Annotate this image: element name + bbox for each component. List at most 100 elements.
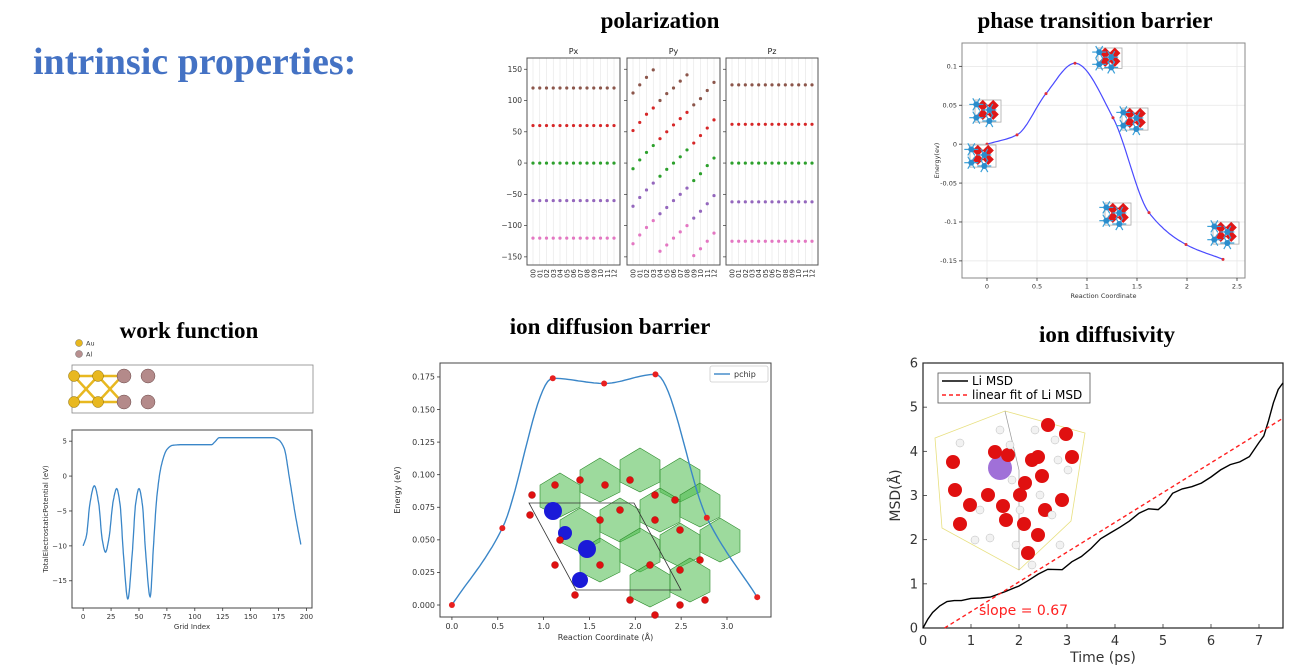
h-atom-icon xyxy=(1027,560,1037,570)
legend-box xyxy=(937,372,1091,404)
data-point xyxy=(757,161,761,165)
x-axis-label: Reaction Coordinate xyxy=(1071,292,1137,300)
structure-snapshot xyxy=(1116,106,1149,136)
data-point xyxy=(544,236,549,240)
data-point xyxy=(644,188,649,192)
x-tick-label: 09 xyxy=(690,269,698,278)
slab-structure xyxy=(68,364,314,414)
h-atom-icon xyxy=(1063,465,1073,475)
y-tick-label: 0 xyxy=(517,159,522,168)
structure-snapshot xyxy=(1099,201,1132,231)
data-point xyxy=(678,79,682,83)
data-point xyxy=(685,224,689,228)
legend-box xyxy=(709,365,769,383)
atom-icon xyxy=(986,106,993,113)
h-atom-icon xyxy=(1047,510,1057,520)
data-point xyxy=(797,161,801,165)
y-tick-label: 0.1 xyxy=(947,63,957,71)
data-point xyxy=(571,198,576,203)
data-point xyxy=(692,178,696,183)
x-tick-label: 10 xyxy=(597,269,605,278)
o-atom-icon xyxy=(953,517,967,531)
x-tick-label: 11 xyxy=(704,269,712,278)
data-point xyxy=(737,122,741,126)
data-point xyxy=(551,123,555,128)
data-point xyxy=(803,122,807,126)
plot-frame xyxy=(961,42,1246,279)
x-axis-label: Reaction Coordinate (Å) xyxy=(558,631,653,642)
data-point xyxy=(585,161,589,165)
y-tick-label: -0.15 xyxy=(940,257,957,265)
data-point xyxy=(698,133,703,138)
x-tick-label: 02 xyxy=(643,269,651,278)
h-atom-icon xyxy=(1055,540,1065,550)
data-point xyxy=(592,198,596,203)
x-tick-label: 01 xyxy=(735,269,743,278)
data-point xyxy=(538,161,542,165)
y-tick-label: 0.150 xyxy=(412,405,435,414)
data-point xyxy=(531,236,535,240)
data-point xyxy=(612,198,616,203)
ion-diffusion-title: ion diffusion barrier xyxy=(509,314,711,339)
cell-box xyxy=(71,364,314,414)
slope-annotation: slope = 0.67 xyxy=(979,603,1068,619)
legend: pchip xyxy=(709,365,769,383)
structure-snapshot xyxy=(964,143,997,173)
o-atom-icon xyxy=(551,561,559,569)
o-atom-icon xyxy=(671,496,679,504)
atom-icon xyxy=(968,159,975,166)
x-tick-label: 2 xyxy=(1185,283,1189,291)
data-point xyxy=(644,112,649,116)
y-tick-label: 0.000 xyxy=(412,601,435,610)
y-tick-label: 0.075 xyxy=(412,503,435,512)
legend-label: Li MSD xyxy=(972,374,1013,388)
data-point xyxy=(565,198,569,203)
y-tick-label: 0 xyxy=(953,140,957,148)
octahedron-icon xyxy=(679,482,721,528)
data-point xyxy=(551,161,555,165)
data-point xyxy=(810,83,814,87)
slide-heading: intrinsic properties: xyxy=(33,41,357,83)
x-tick-label: 06 xyxy=(570,268,578,277)
data-point xyxy=(797,83,801,87)
x-tick-label: 04 xyxy=(755,268,763,277)
data-point xyxy=(777,122,781,126)
data-point xyxy=(612,236,616,240)
x-tick-label: 100 xyxy=(188,613,201,621)
atom-icon xyxy=(981,151,988,158)
atom-icon xyxy=(973,114,980,121)
x-tick-label: 08 xyxy=(584,269,592,278)
y-tick-label: 0.175 xyxy=(412,373,435,382)
data-point xyxy=(803,83,807,87)
structure-snapshot xyxy=(1207,220,1240,250)
atom-icon xyxy=(1211,223,1218,230)
data-point xyxy=(605,123,609,128)
data-point xyxy=(651,218,655,223)
y-tick-label: 4 xyxy=(910,445,918,460)
molecule-inset xyxy=(934,410,1086,571)
atom-icon xyxy=(1211,236,1218,243)
data-point xyxy=(705,163,709,168)
data-point xyxy=(803,200,807,204)
y-tick-label: −100 xyxy=(501,221,522,230)
data-point xyxy=(757,200,761,204)
x-tick-label: 12 xyxy=(809,269,817,278)
data-point xyxy=(797,122,801,126)
polarization-title: polarization xyxy=(600,8,720,33)
atom-icon xyxy=(1108,64,1115,71)
data-point xyxy=(698,172,703,176)
y-tick-label: 0.100 xyxy=(412,470,435,479)
data-point xyxy=(757,122,761,126)
potential-curve xyxy=(82,437,302,600)
o-atom-icon xyxy=(1031,450,1045,464)
data-point xyxy=(754,594,761,601)
data-point xyxy=(638,83,642,87)
x-tick-label: 0.5 xyxy=(1032,283,1042,291)
data-point xyxy=(571,123,576,128)
x-tick-label: 0.0 xyxy=(446,622,459,631)
data-point xyxy=(1015,133,1019,137)
o-atom-icon xyxy=(1035,469,1049,483)
li-atom-icon xyxy=(558,526,572,540)
